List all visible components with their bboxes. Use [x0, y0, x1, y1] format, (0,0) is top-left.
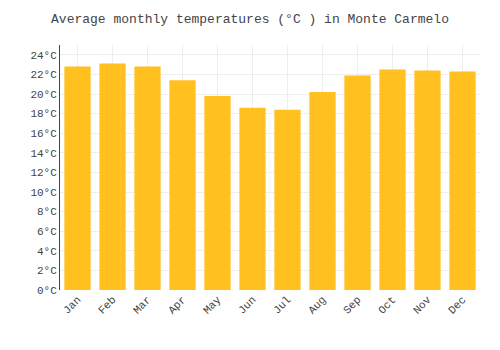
svg-text:May: May	[201, 294, 224, 317]
svg-text:Mar: Mar	[131, 294, 153, 316]
svg-text:8°C: 8°C	[37, 206, 57, 218]
svg-text:Feb: Feb	[96, 294, 118, 316]
svg-text:Average monthly temperatures (: Average monthly temperatures (°C ) in Mo…	[51, 12, 449, 27]
svg-text:22°C: 22°C	[30, 69, 57, 81]
svg-text:Sep: Sep	[341, 294, 363, 316]
svg-text:4°C: 4°C	[37, 246, 57, 258]
svg-text:6°C: 6°C	[37, 226, 57, 238]
svg-text:Jun: Jun	[236, 294, 258, 316]
svg-text:Jan: Jan	[61, 294, 83, 316]
svg-text:0°C: 0°C	[37, 285, 57, 297]
svg-text:2°C: 2°C	[37, 265, 57, 277]
svg-text:18°C: 18°C	[30, 108, 57, 120]
svg-text:Nov: Nov	[411, 294, 434, 317]
svg-text:Dec: Dec	[446, 294, 468, 316]
svg-text:16°C: 16°C	[30, 128, 57, 140]
svg-text:14°C: 14°C	[30, 148, 57, 160]
svg-text:10°C: 10°C	[30, 187, 57, 199]
svg-text:Jul: Jul	[271, 294, 293, 316]
svg-text:Aug: Aug	[306, 294, 328, 316]
svg-text:Apr: Apr	[166, 294, 188, 316]
svg-text:20°C: 20°C	[30, 89, 57, 101]
svg-text:Oct: Oct	[376, 294, 398, 316]
svg-text:24°C: 24°C	[30, 50, 57, 62]
svg-text:12°C: 12°C	[30, 167, 57, 179]
